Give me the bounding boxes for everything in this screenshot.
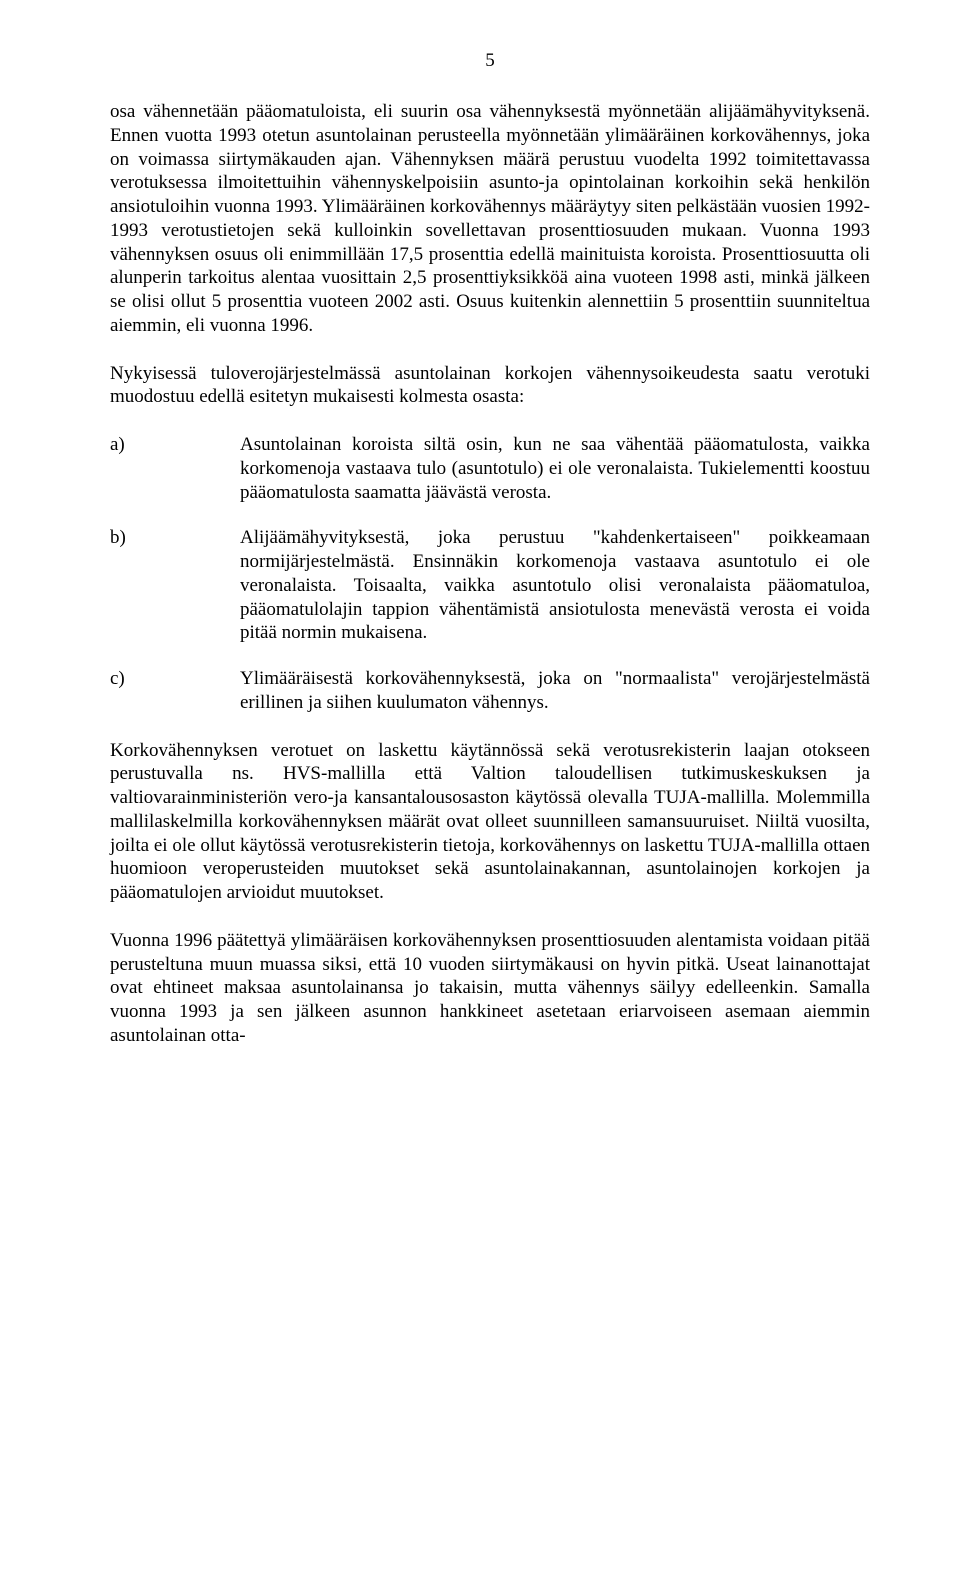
- list-marker-a: a): [110, 433, 240, 504]
- paragraph-4: Vuonna 1996 päätettyä ylimääräisen korko…: [110, 929, 870, 1048]
- list-item-a: a) Asuntolainan koroista siltä osin, kun…: [110, 433, 870, 504]
- list-item-c: c) Ylimääräisestä korkovähennyksestä, jo…: [110, 667, 870, 715]
- paragraph-1: osa vähennetään pääomatuloista, eli suur…: [110, 100, 870, 338]
- list-marker-c: c): [110, 667, 240, 715]
- list-item-b: b) Alijäämähyvityksestä, joka perustuu "…: [110, 526, 870, 645]
- list-text-c: Ylimääräisestä korkovähennyksestä, joka …: [240, 667, 870, 715]
- paragraph-2: Nykyisessä tuloverojärjestelmässä asunto…: [110, 362, 870, 410]
- paragraph-3: Korkovähennyksen verotuet on laskettu kä…: [110, 739, 870, 905]
- document-page: 5 osa vähennetään pääomatuloista, eli su…: [0, 0, 960, 1112]
- definition-list: a) Asuntolainan koroista siltä osin, kun…: [110, 433, 870, 715]
- list-text-a: Asuntolainan koroista siltä osin, kun ne…: [240, 433, 870, 504]
- list-marker-b: b): [110, 526, 240, 645]
- page-number: 5: [110, 50, 870, 72]
- list-text-b: Alijäämähyvityksestä, joka perustuu "kah…: [240, 526, 870, 645]
